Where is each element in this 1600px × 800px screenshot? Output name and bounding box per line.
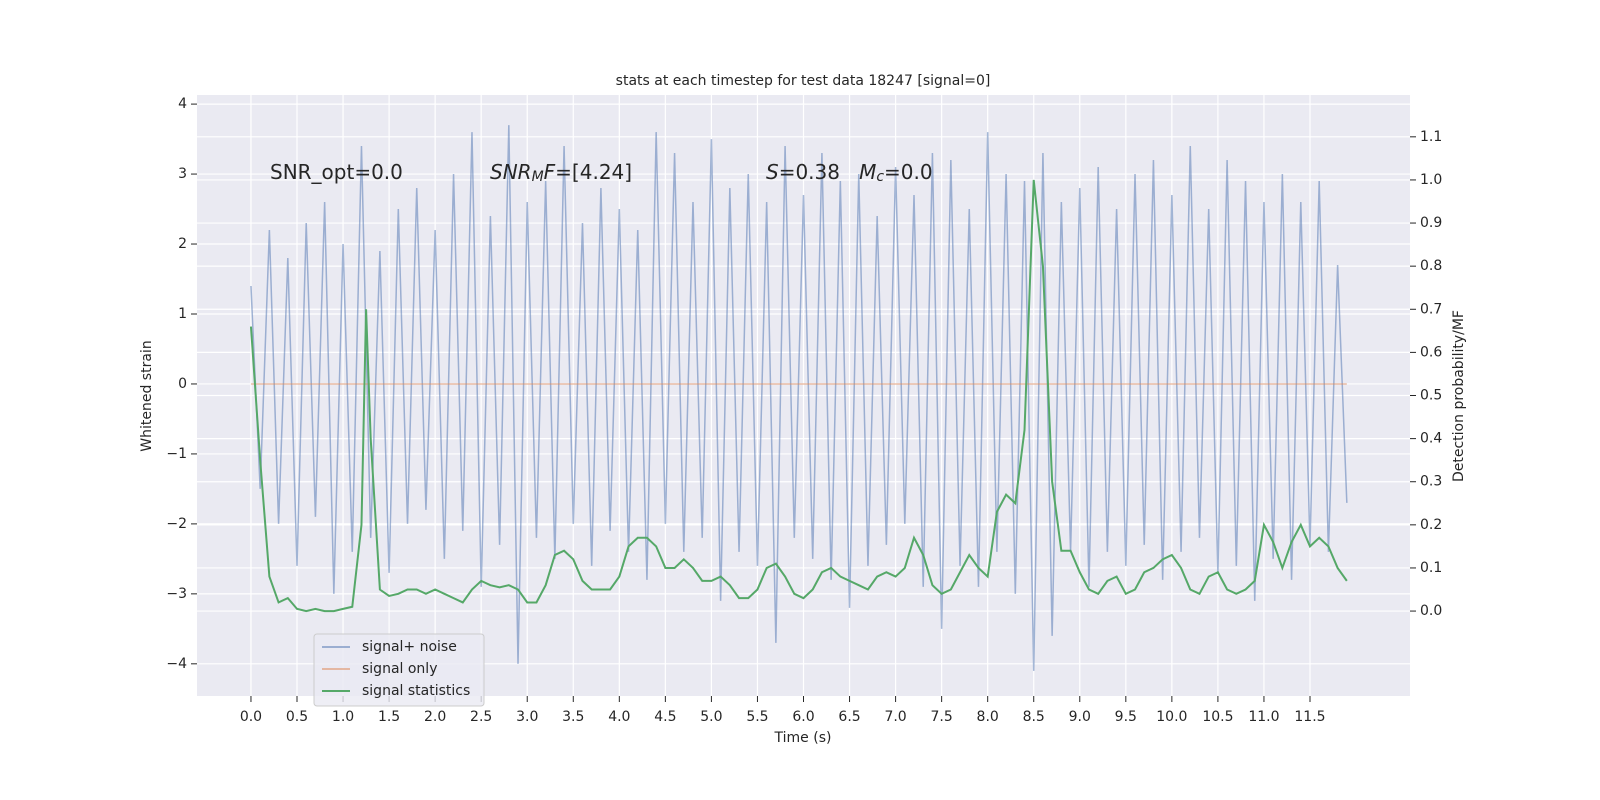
x-tick-label: 3.5	[562, 709, 584, 725]
y-axis-label: Whitened strain	[139, 340, 155, 451]
y-tick-label: −2	[166, 516, 187, 532]
y2-tick-label: 0.4	[1420, 431, 1442, 447]
annotation-part: SNR	[490, 160, 532, 184]
legend-label: signal statistics	[362, 683, 470, 699]
y2-tick-label: 0.6	[1420, 344, 1442, 360]
x-tick-label: 4.5	[654, 709, 676, 725]
series-line	[250, 125, 1348, 671]
y2-axis-label: Detection probability/MF	[1451, 310, 1467, 482]
x-tick-label: 2.0	[424, 709, 446, 725]
legend-box	[313, 633, 485, 707]
x-tick-label: 5.0	[700, 709, 722, 725]
annotation-part: M	[532, 169, 544, 185]
y2-tick-label: 0.1	[1420, 560, 1442, 576]
x-tick-label: 8.0	[977, 709, 999, 725]
x-tick-label: 7.5	[931, 709, 953, 725]
chart-title: stats at each timestep for test data 182…	[616, 73, 991, 89]
legend-label: signal only	[362, 661, 437, 677]
annotation: S=0.38 Mc=0.0	[766, 160, 933, 186]
annotation-part: SNR_opt=0.0	[270, 160, 403, 184]
y-tick-label: −3	[166, 586, 187, 602]
x-tick-label: 10.0	[1156, 709, 1187, 725]
x-tick-label: 10.5	[1202, 709, 1233, 725]
y-tick-label: 1	[178, 306, 187, 322]
x-tick-label: 0.5	[286, 709, 308, 725]
x-tick-label: 2.5	[470, 709, 492, 725]
annotation-part: c	[876, 169, 884, 185]
legend-label: signal+ noise	[362, 639, 457, 655]
x-tick-label: 8.5	[1023, 709, 1045, 725]
y2-tick-label: 1.0	[1420, 172, 1442, 188]
x-tick-label: 9.5	[1115, 709, 1137, 725]
x-tick-label: 11.5	[1294, 709, 1325, 725]
y2-tick-label: 1.1	[1420, 129, 1442, 145]
x-tick-label: 11.0	[1248, 709, 1279, 725]
annotation-part: F	[544, 160, 556, 184]
annotation-part: M	[859, 160, 876, 184]
annotation-part: =0.0	[884, 160, 933, 184]
x-axis-label: Time (s)	[774, 730, 832, 746]
y-tick-label: 2	[178, 236, 187, 252]
y-tick-label: 3	[178, 166, 187, 182]
x-tick-label: 0.0	[240, 709, 262, 725]
y-tick-label: −1	[166, 446, 187, 462]
y2-tick-label: 0.0	[1420, 603, 1442, 619]
annotation-part: =0.38	[779, 160, 859, 184]
x-tick-label: 6.0	[792, 709, 814, 725]
y2-tick-label: 0.7	[1420, 301, 1442, 317]
annotation: SNR_opt=0.0	[270, 160, 403, 184]
x-tick-label: 4.0	[608, 709, 630, 725]
x-tick-label: 6.5	[838, 709, 860, 725]
y-tick-label: 4	[178, 96, 187, 112]
y2-tick-label: 0.9	[1420, 215, 1442, 231]
x-tick-label: 7.0	[884, 709, 906, 725]
y2-tick-label: 0.3	[1420, 474, 1442, 490]
x-tick-label: 1.5	[378, 709, 400, 725]
x-tick-label: 1.0	[332, 709, 354, 725]
y-tick-label: 0	[178, 376, 187, 392]
x-tick-label: 9.0	[1069, 709, 1091, 725]
annotation-part: S	[766, 160, 779, 184]
x-tick-label: 3.0	[516, 709, 538, 725]
y2-tick-label: 0.2	[1420, 517, 1442, 533]
annotation-part: =[4.24]	[555, 160, 632, 184]
y-tick-label: −4	[166, 656, 187, 672]
y2-tick-label: 0.8	[1420, 258, 1442, 274]
series-line	[249, 179, 1348, 613]
y2-tick-label: 0.5	[1420, 388, 1442, 404]
x-tick-label: 5.5	[746, 709, 768, 725]
annotation: SNRMF=[4.24]	[490, 160, 632, 186]
